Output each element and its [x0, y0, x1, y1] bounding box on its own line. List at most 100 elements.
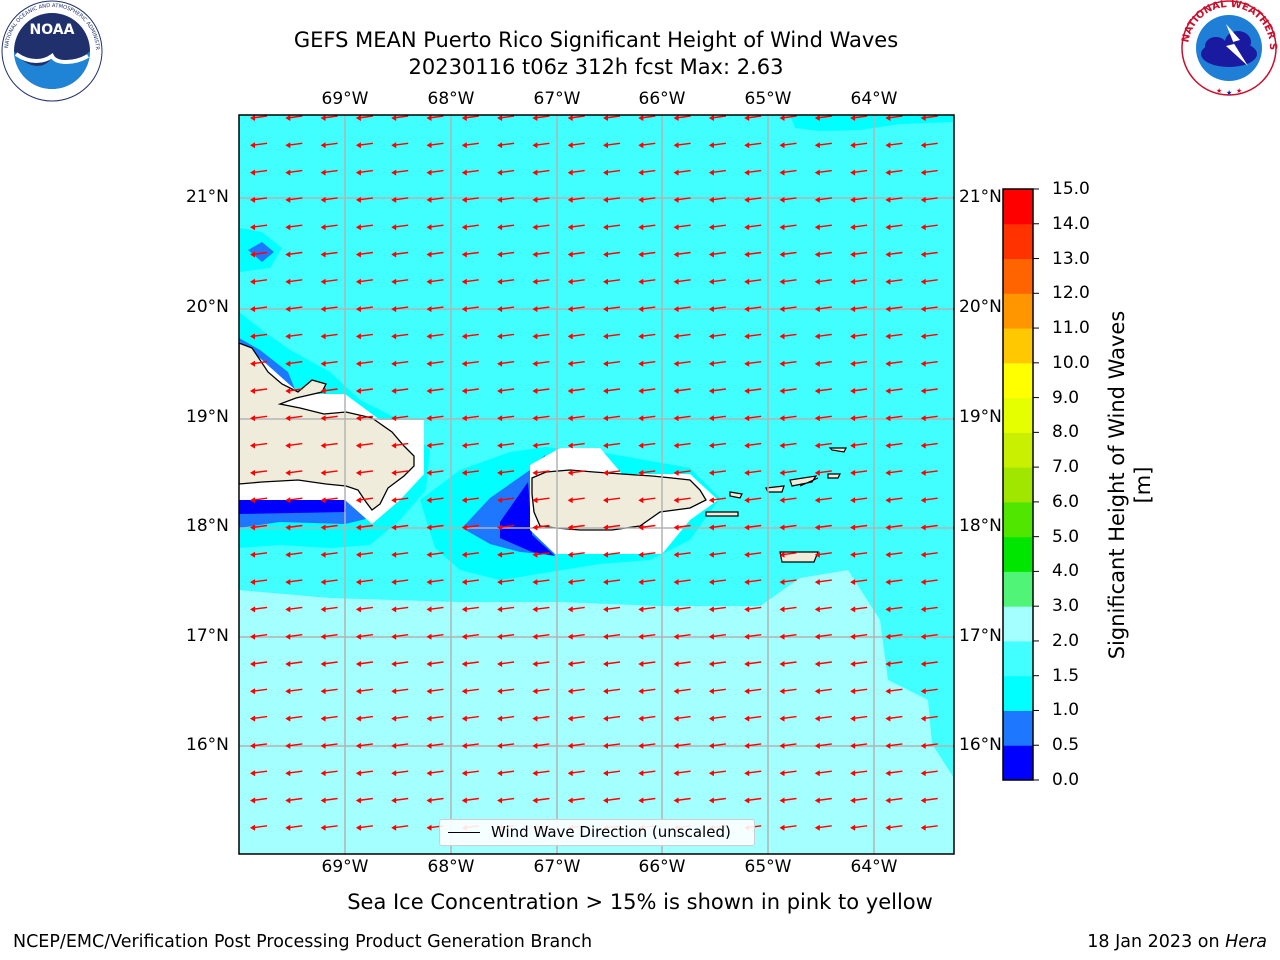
wave-direction-arrowhead — [320, 715, 326, 722]
wave-direction-arrowhead — [708, 742, 714, 749]
wave-direction-arrowhead — [638, 688, 644, 695]
wave-direction-arrowhead — [673, 306, 679, 313]
colorbar-swatch — [1003, 606, 1033, 642]
wave-direction-arrowhead — [814, 661, 820, 667]
wave-direction-arrowhead — [744, 196, 750, 203]
wave-direction-arrowhead — [603, 333, 608, 340]
wave-direction-arrowhead — [708, 360, 714, 367]
wave-direction-arrowhead — [461, 333, 467, 340]
wave-direction-arrowhead — [426, 388, 432, 394]
wave-direction-arrowhead — [673, 551, 679, 558]
colorbar-swatch — [1003, 223, 1033, 260]
wave-direction-arrowhead — [285, 388, 291, 394]
wave-direction-arrowhead — [320, 606, 326, 613]
colorbar-tick-label: 8.0 — [1052, 422, 1080, 443]
colorbar-swatch — [1003, 362, 1033, 399]
wave-direction-arrowhead — [391, 251, 397, 258]
noaa-logo: NOAA NATIONAL OCEANIC AND ATMOSPHERIC AD… — [0, 0, 104, 104]
wave-direction-arrowhead — [673, 579, 679, 586]
wave-direction-arrowhead — [673, 688, 679, 695]
wave-direction-arrowhead — [638, 224, 644, 231]
wave-direction-arrowhead — [567, 251, 573, 258]
wave-direction-arrowhead — [391, 524, 397, 531]
lat-label-right-18n: 18°N — [959, 516, 1002, 536]
wave-direction-arrowhead — [603, 579, 608, 586]
wave-direction-arrowhead — [355, 333, 361, 340]
wave-direction-arrowhead — [673, 415, 679, 422]
wave-direction-arrowhead — [885, 224, 891, 231]
chart-subtitle: 20230116 t06z 312h fcst Max: 2.63 — [408, 55, 784, 79]
wave-direction-arrowhead — [779, 633, 785, 640]
wave-direction-arrowhead — [285, 606, 291, 613]
wave-direction-arrowhead — [391, 606, 397, 613]
wave-direction-arrowhead — [497, 551, 503, 558]
wave-direction-arrowhead — [355, 715, 361, 722]
wave-direction-arrowhead — [603, 388, 608, 394]
wave-direction-arrowhead — [814, 306, 820, 313]
wave-direction-arrowhead — [567, 742, 573, 749]
wave-direction-arrowhead — [744, 333, 750, 340]
wave-direction-arrowhead — [391, 633, 397, 640]
wave-direction-arrowhead — [426, 169, 432, 176]
wave-direction-arrowhead — [603, 442, 608, 449]
wave-direction-arrowhead — [814, 333, 820, 340]
wave-direction-arrowhead — [532, 115, 538, 121]
wave-direction-arrowhead — [355, 579, 361, 586]
colorbar-swatch — [1003, 258, 1033, 294]
wave-direction-arrowhead — [391, 688, 397, 695]
colorbar-swatch — [1003, 432, 1033, 468]
wave-direction-arrowhead — [461, 278, 467, 285]
wave-direction-arrowhead — [532, 278, 538, 285]
wave-direction-arrowhead — [850, 333, 856, 340]
colorbar-swatch — [1003, 189, 1033, 225]
wave-direction-arrowhead — [355, 388, 361, 394]
lat-label-left-18n: 18°N — [186, 516, 229, 536]
wave-direction-arrowhead — [391, 169, 397, 176]
wave-direction-arrowhead — [250, 606, 255, 613]
wave-direction-arrowhead — [920, 196, 926, 203]
wave-direction-arrowhead — [532, 715, 538, 722]
wave-direction-arrowhead — [708, 142, 714, 149]
wave-direction-arrowhead — [708, 333, 714, 340]
colorbar-swatch — [1003, 536, 1033, 572]
wave-direction-arrowhead — [603, 524, 608, 531]
wave-direction-arrowhead — [673, 633, 679, 640]
wave-direction-arrowhead — [814, 224, 820, 231]
colorbar-frame — [1002, 188, 1034, 781]
wave-direction-arrowhead — [920, 469, 926, 476]
wave-direction-arrowhead — [673, 251, 679, 258]
wave-direction-arrowhead — [497, 524, 503, 531]
lat-label-right-21n: 21°N — [959, 187, 1002, 207]
wave-direction-arrowhead — [708, 551, 714, 558]
wave-direction-arrowhead — [885, 196, 891, 203]
wave-direction-arrowhead — [885, 524, 891, 531]
wave-direction-arrowhead — [850, 797, 856, 804]
wave-direction-arrowhead — [850, 415, 856, 422]
wave-direction-arrowhead — [708, 579, 714, 586]
wave-direction-arrowhead — [285, 251, 291, 258]
wave-direction-arrowhead — [567, 224, 573, 231]
wave-direction-arrowhead — [885, 497, 891, 504]
wave-direction-arrowhead — [567, 469, 573, 476]
wave-direction-arrowhead — [355, 224, 361, 231]
wave-direction-arrowhead — [391, 579, 397, 586]
wave-direction-arrowhead — [638, 797, 644, 804]
wave-direction-arrowhead — [814, 497, 820, 504]
wave-direction-arrowhead — [708, 388, 714, 394]
wave-direction-arrowhead — [920, 770, 926, 777]
lon-label-bottom-67w: 67°W — [533, 857, 581, 877]
wave-direction-arrowhead — [532, 797, 538, 804]
wave-direction-arrowhead — [885, 278, 891, 285]
wave-direction-arrowhead — [850, 579, 856, 586]
wave-direction-arrowhead — [391, 333, 397, 340]
lon-label-top-65w: 65°W — [744, 89, 792, 109]
lon-label-bottom-68w: 68°W — [427, 857, 475, 877]
wave-direction-arrowhead — [532, 142, 538, 149]
wave-direction-arrowhead — [708, 633, 714, 640]
wave-direction-arrowhead — [497, 388, 503, 394]
wave-direction-arrowhead — [250, 715, 255, 722]
svg-text:★: ★ — [1226, 89, 1232, 97]
wave-direction-arrowhead — [426, 742, 432, 749]
wave-direction-arrowhead — [567, 306, 573, 313]
wave-direction-arrowhead — [426, 469, 432, 476]
